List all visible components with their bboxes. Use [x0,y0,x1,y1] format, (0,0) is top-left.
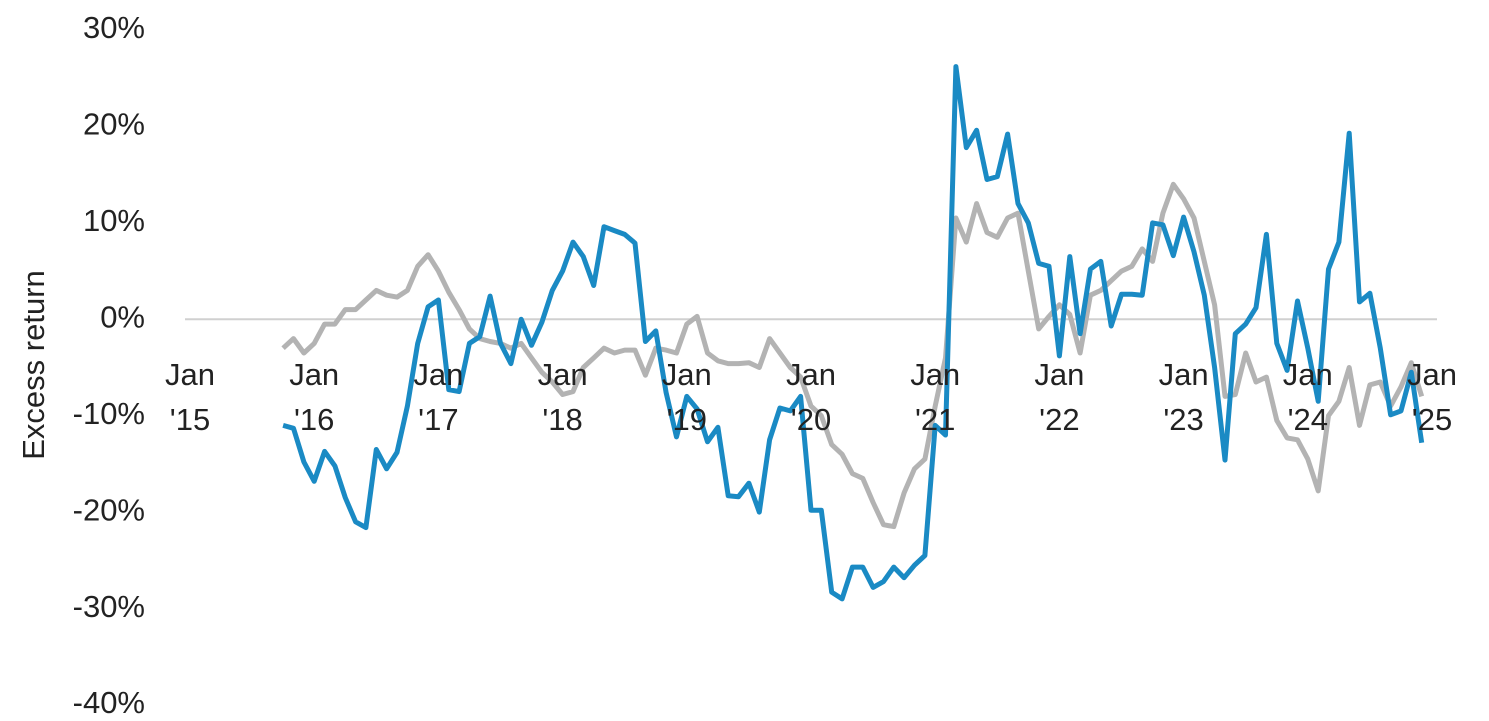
x-tick-label: Jan '23 [1158,357,1209,437]
x-tick-label: Jan '22 [1034,357,1085,437]
y-tick-label: 30% [83,10,145,45]
x-tick-label: Jan '18 [537,357,588,437]
x-tick-label: Jan '25 [1407,357,1457,437]
x-tick-label: Jan '15 [165,357,215,437]
series-line [282,64,1425,602]
x-tick-label: Jan '16 [289,357,340,437]
y-tick-label: -40% [73,685,145,720]
y-tick-label: -10% [73,396,145,431]
x-tick-label: Jan '17 [413,357,464,437]
y-tick-label: 20% [83,107,145,142]
x-tick-label: Jan '21 [910,357,961,437]
x-tick-label: Jan '24 [1282,357,1333,437]
x-tick-label: Jan '19 [661,357,712,437]
y-tick-label: -20% [73,492,145,527]
y-tick-label: -30% [73,589,145,624]
y-axis-title: Excess return [16,270,51,460]
y-tick-label: 0% [100,299,145,334]
y-tick-label: 10% [83,203,145,238]
x-tick-label: Jan '20 [786,357,836,437]
